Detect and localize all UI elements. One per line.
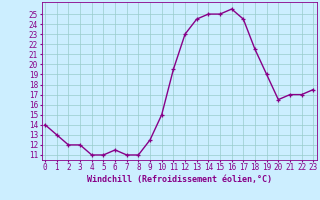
X-axis label: Windchill (Refroidissement éolien,°C): Windchill (Refroidissement éolien,°C) [87, 175, 272, 184]
